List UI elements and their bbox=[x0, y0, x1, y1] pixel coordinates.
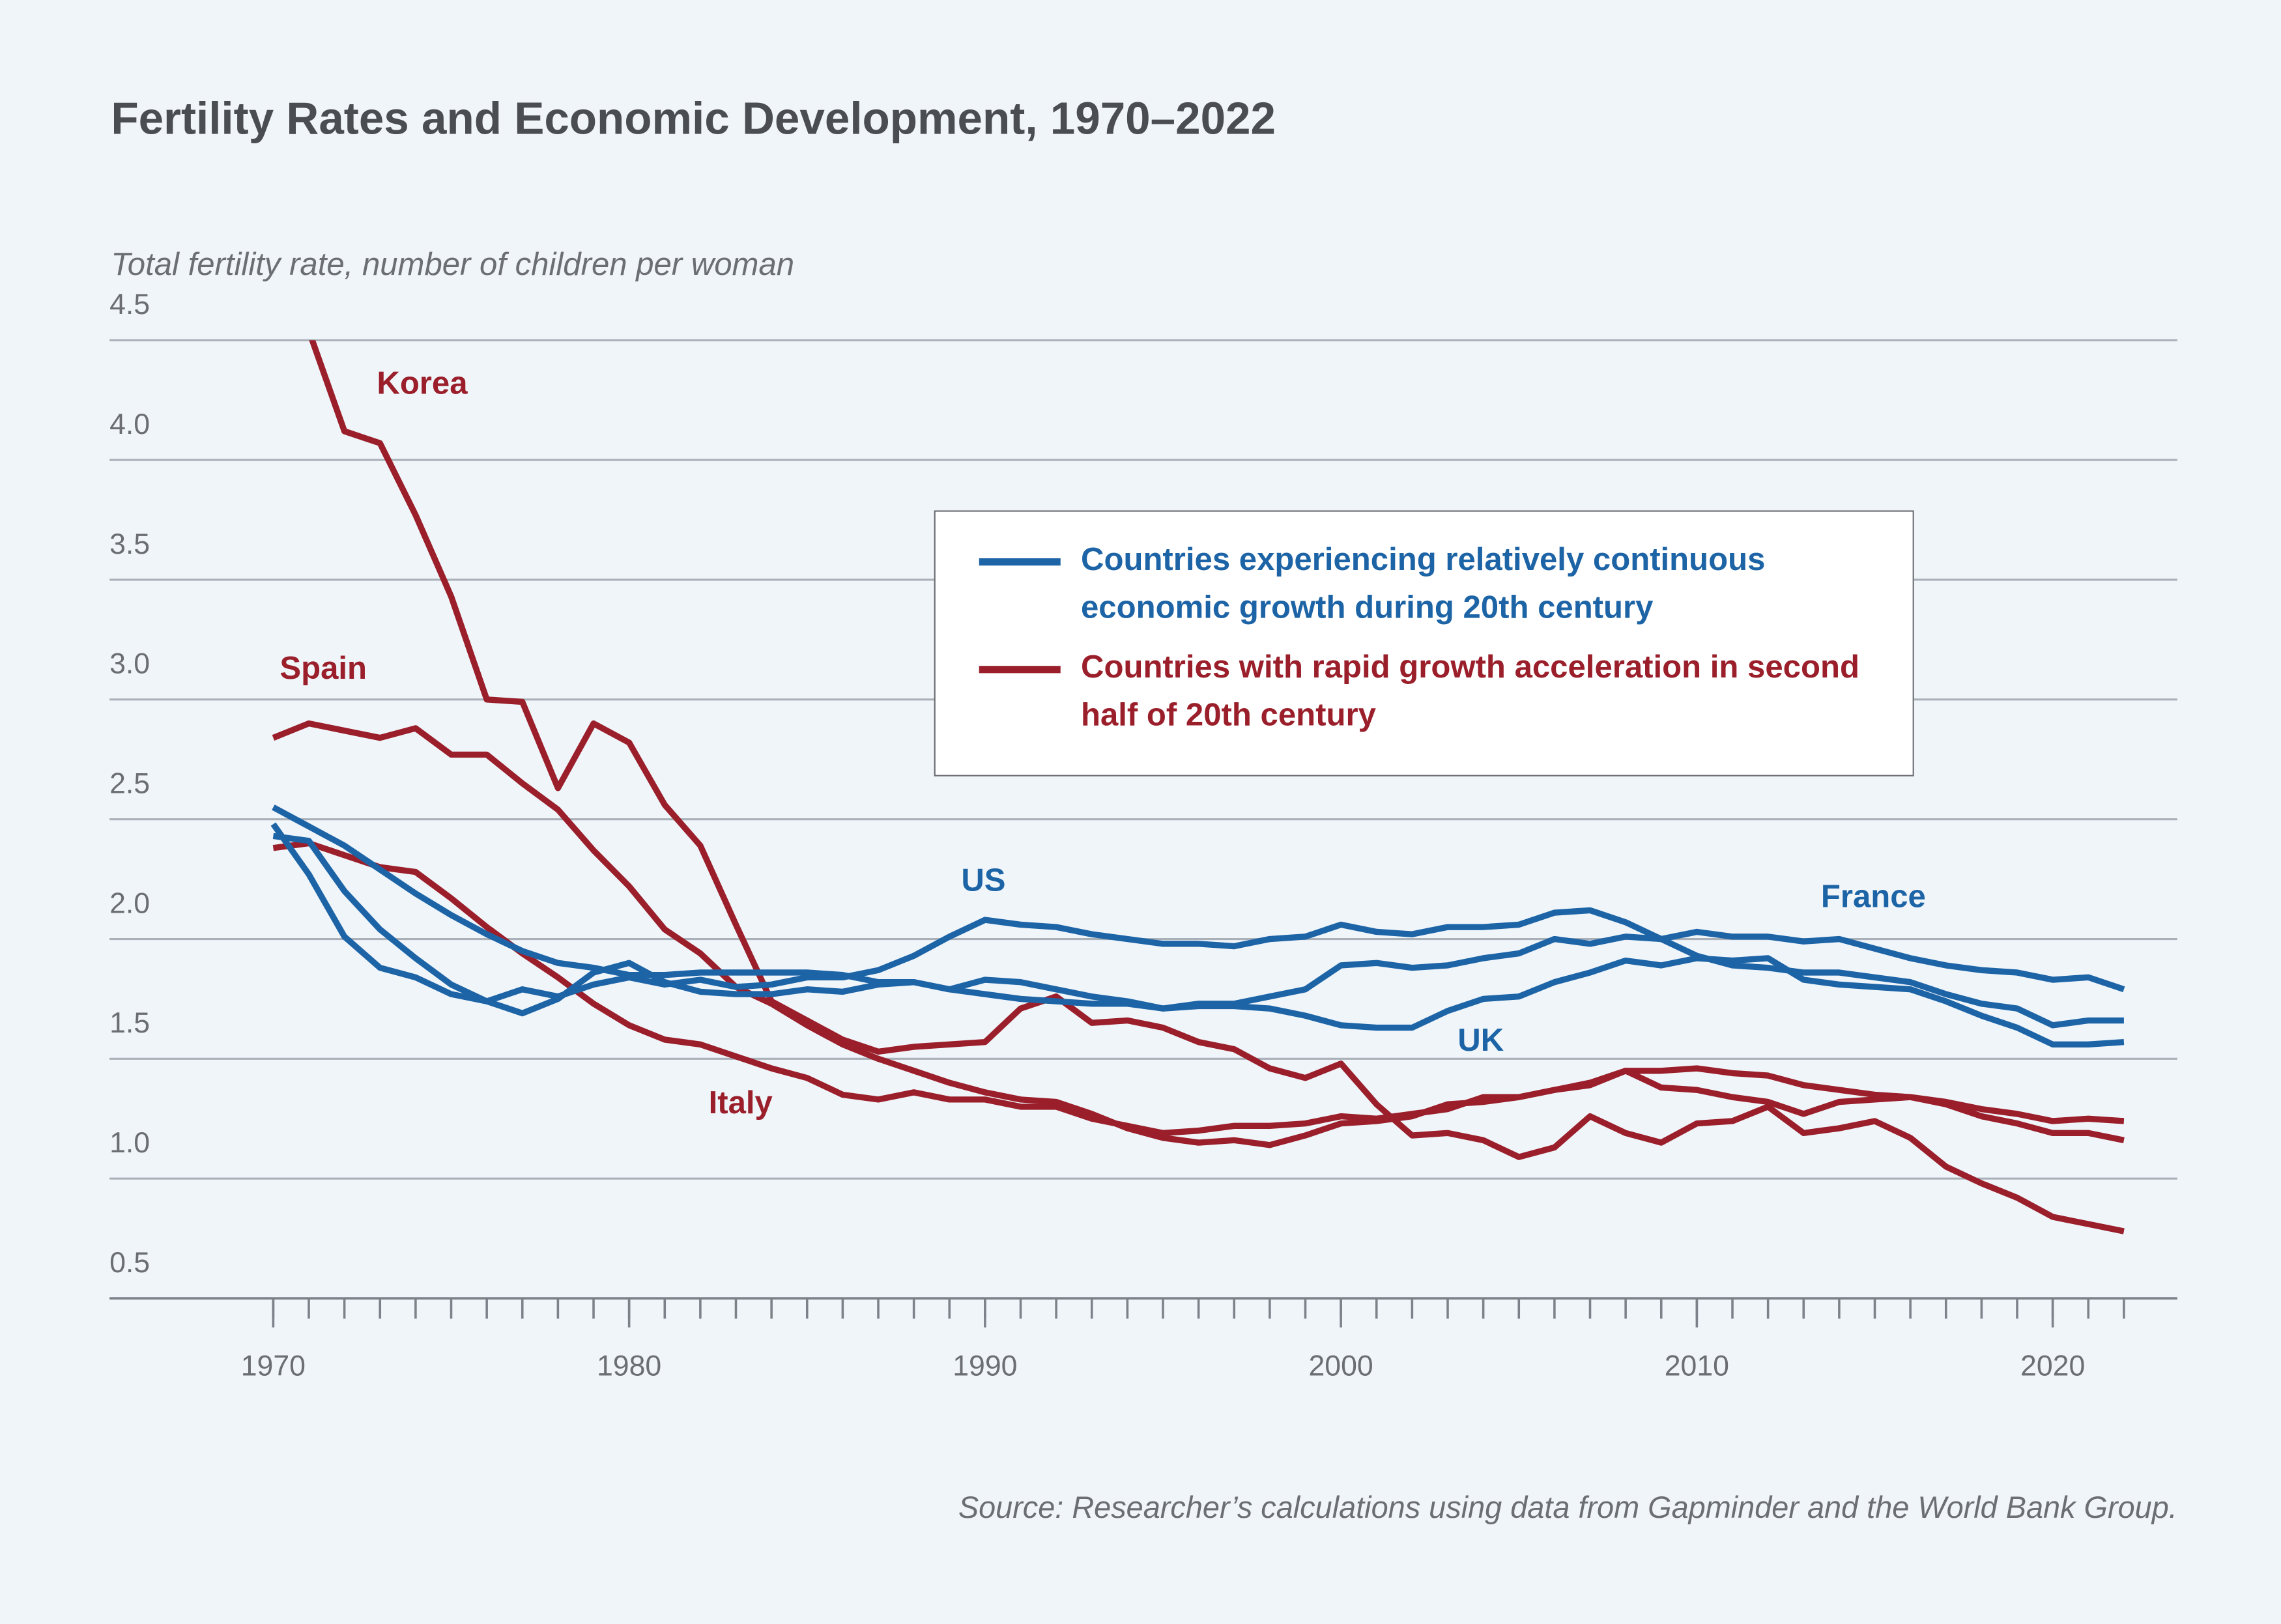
series-line bbox=[272, 840, 2125, 1137]
chart-title: Fertility Rates and Economic Development… bbox=[111, 93, 1276, 143]
y-tick-label: 1.5 bbox=[109, 1007, 150, 1039]
legend-label: Countries experiencing relatively contin… bbox=[1080, 541, 1766, 625]
y-tick-label: 2.5 bbox=[109, 767, 150, 799]
y-tick-label: 1.0 bbox=[109, 1127, 150, 1159]
series-label: France bbox=[1821, 879, 1926, 914]
y-tick-label: 2.0 bbox=[109, 887, 150, 919]
x-tick-label: 1970 bbox=[241, 1350, 306, 1382]
legend-swatch bbox=[979, 558, 1061, 566]
series-label: Italy bbox=[709, 1085, 773, 1120]
series-line bbox=[270, 822, 2124, 1029]
legend-entry: Countries with rapid growth acceleration… bbox=[979, 642, 1887, 738]
x-tick-label: 2000 bbox=[1308, 1350, 1373, 1382]
series-label: UK bbox=[1457, 1023, 1504, 1058]
y-tick-label: 3.5 bbox=[109, 528, 150, 560]
series-label: Korea bbox=[377, 365, 468, 401]
legend-box: Countries experiencing relatively contin… bbox=[934, 510, 1914, 776]
series-line bbox=[272, 833, 2125, 1047]
x-tick-label: 1990 bbox=[953, 1350, 1017, 1382]
series-label: Spain bbox=[280, 651, 367, 686]
legend-label: Countries with rapid growth acceleration… bbox=[1080, 648, 1859, 733]
y-tick-label: 0.5 bbox=[109, 1247, 150, 1279]
plot-lines bbox=[270, 340, 2125, 1234]
y-tick-label: 4.5 bbox=[109, 289, 150, 321]
x-tick-label: 1980 bbox=[597, 1350, 661, 1382]
legend-swatch bbox=[979, 666, 1061, 674]
y-tick-label: 3.0 bbox=[109, 648, 150, 680]
y-tick-label: 4.0 bbox=[109, 408, 150, 440]
series-line bbox=[272, 720, 2125, 1148]
source-note: Source: Researcher’s calculations using … bbox=[958, 1490, 2177, 1524]
series-line bbox=[309, 340, 2125, 1234]
legend-entry: Countries experiencing relatively contin… bbox=[979, 535, 1887, 631]
y-axis-title: Total fertility rate, number of children… bbox=[111, 247, 794, 282]
legend: Countries experiencing relatively contin… bbox=[934, 510, 1914, 776]
x-tick-label: 2010 bbox=[1665, 1350, 1729, 1382]
series-labels: Korea Spain Italy US France UK bbox=[280, 365, 1926, 1120]
series-label: US bbox=[961, 863, 1005, 898]
x-tick-label: 2020 bbox=[2020, 1350, 2085, 1382]
